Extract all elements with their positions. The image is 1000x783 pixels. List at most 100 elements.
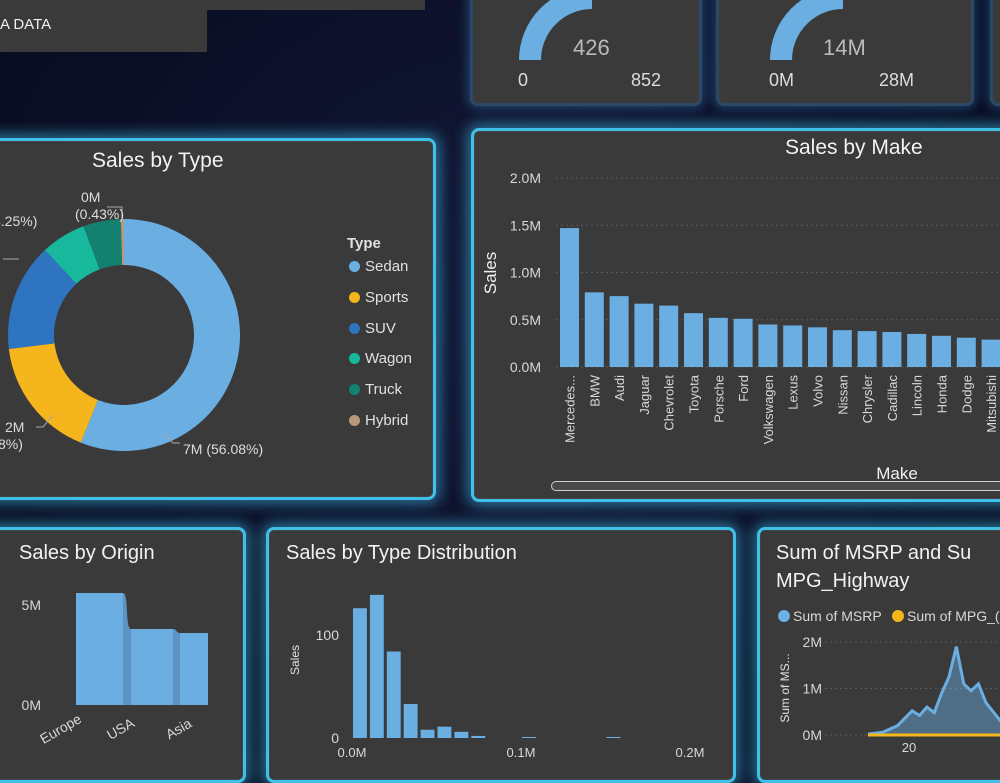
- msrp-legend-dot: [778, 610, 790, 622]
- make-xtick-label: Jaguar: [637, 374, 652, 414]
- hybrid-value-label: 0M: [81, 189, 100, 205]
- gauge-card-3[interactable]: [990, 0, 1000, 106]
- make-bar[interactable]: [808, 327, 827, 367]
- hist-bar[interactable]: [437, 726, 452, 738]
- origin-column[interactable]: [180, 633, 208, 705]
- legend-item-suv[interactable]: SUV: [349, 320, 396, 337]
- gauge-card-1[interactable]: 426 0 852: [470, 0, 702, 106]
- sales-by-type-title: Sales by Type: [92, 149, 224, 172]
- make-bar[interactable]: [932, 335, 951, 367]
- msrp-xtick-label: 20: [902, 740, 916, 755]
- origin-xtick-label: Asia: [163, 715, 195, 743]
- hist-ytick-label: 0: [331, 730, 339, 746]
- legend-item-truck[interactable]: Truck: [349, 381, 402, 398]
- hist-bar[interactable]: [606, 736, 621, 738]
- msrp-mpg-card[interactable]: Sum of MSRP and Su MPG_Highway Sum of MS…: [757, 527, 1000, 783]
- msrp-line[interactable]: [867, 646, 1000, 736]
- make-bar[interactable]: [882, 332, 902, 367]
- make-xtick-label: Nissan: [835, 375, 850, 415]
- sedan-leader-line: [162, 432, 180, 444]
- make-bar[interactable]: [857, 331, 877, 367]
- type-distribution-title: Sales by Type Distribution: [286, 542, 517, 564]
- make-xtick-label: Volkswagen: [761, 375, 776, 444]
- gauge-2: [770, 0, 844, 61]
- make-ylabel: Sales: [481, 252, 500, 295]
- make-xtick-label: BMW: [587, 374, 602, 407]
- hist-bar[interactable]: [471, 735, 486, 738]
- gauge-1-max: 852: [631, 70, 662, 90]
- sales-by-make-card[interactable]: Sales by Make 0.0M 0.5M 1.0M 1.5M 2.0M Sales M…: [471, 128, 1000, 502]
- msrp-ylabel: Sum of MS...: [778, 653, 792, 722]
- donut-slice-truck[interactable]: [83, 219, 123, 270]
- gauge-1-arc: [519, 0, 593, 61]
- make-bar[interactable]: [907, 333, 927, 367]
- origin-column[interactable]: [76, 593, 123, 705]
- origin-xtick-label: USA: [104, 714, 138, 743]
- legend-dot-hybrid: [349, 415, 360, 426]
- make-bar[interactable]: [634, 303, 654, 367]
- hist-bar[interactable]: [353, 608, 367, 738]
- legend-label-truck: Truck: [365, 381, 402, 399]
- make-xtick-label: Chevrolet: [662, 375, 677, 431]
- hist-bar[interactable]: [522, 736, 536, 738]
- make-xtick-label: Mitsubishi: [984, 375, 999, 433]
- legend-dot-truck: [349, 384, 360, 396]
- hybrid-leader-line: [107, 206, 123, 219]
- make-bar[interactable]: [708, 317, 728, 367]
- msrp-ytick-label: 0M: [803, 727, 822, 743]
- hist-bar[interactable]: [369, 594, 384, 738]
- legend-item-wagon[interactable]: Wagon: [349, 350, 412, 367]
- make-bar[interactable]: [832, 330, 852, 367]
- make-bar[interactable]: [783, 325, 803, 367]
- hist-bar[interactable]: [420, 729, 435, 738]
- donut-chart: 7M (56.08%) 2M8%) 3.25%) 0M(0.43%): [0, 189, 263, 457]
- sales-by-origin-card[interactable]: Sales by Origin 0M 5M Europe USA Asia: [0, 527, 246, 783]
- make-bar[interactable]: [659, 305, 679, 367]
- sales-by-make-title: Sales by Make: [785, 136, 923, 159]
- sales-by-origin-title: Sales by Origin: [19, 542, 155, 564]
- donut-slice-suv[interactable]: [8, 250, 77, 349]
- msrp-area[interactable]: [868, 646, 1000, 735]
- type-distribution-card[interactable]: Sales by Type Distribution 0 100 Sales 0.0M…: [266, 527, 736, 783]
- hist-bar[interactable]: [454, 731, 469, 738]
- make-bar[interactable]: [684, 313, 703, 367]
- origin-column[interactable]: [131, 629, 173, 705]
- msrp-ytick-label: 1M: [803, 681, 822, 697]
- make-ytick-label: 2.0M: [510, 170, 541, 186]
- donut-slice-sedan[interactable]: [80, 219, 241, 452]
- legend-label-wagon: Wagon: [365, 350, 412, 368]
- make-bar[interactable]: [560, 228, 579, 367]
- donut-slice-sports[interactable]: [8, 343, 98, 443]
- gauge-2-value: 14M: [823, 35, 866, 60]
- sales-by-type-card[interactable]: Sales by Type 7M (56.08%) 2M8%) 3.25%) 0M(0…: [0, 138, 436, 500]
- hist-xtick-label: 0.1M: [507, 745, 536, 760]
- make-xtick-label: Chrysler: [860, 374, 875, 423]
- make-ytick-label: 0.0M: [510, 359, 541, 375]
- gauge-card-2[interactable]: 14M 0M 28M: [716, 0, 974, 106]
- donut-slice-hybrid[interactable]: [120, 219, 124, 266]
- msrp-mpg-title: Sum of MSRP and Su: [776, 542, 972, 564]
- hist-bar[interactable]: [386, 651, 401, 738]
- make-bar[interactable]: [956, 337, 976, 367]
- origin-ytick-label: 0M: [22, 697, 41, 713]
- legend-item-hybrid[interactable]: Hybrid: [349, 412, 408, 429]
- sports-leader-line: [36, 414, 54, 428]
- make-bar[interactable]: [758, 324, 778, 367]
- make-xtick-label: Volvo: [811, 375, 826, 407]
- legend-item-sedan[interactable]: Sedan: [349, 258, 408, 275]
- legend-item-sports[interactable]: Sports: [349, 289, 408, 306]
- legend-dot-sedan: [349, 261, 360, 272]
- make-bar[interactable]: [584, 292, 604, 367]
- donut-slice-wagon[interactable]: [45, 226, 100, 284]
- sports-pct-label: 8%): [0, 436, 23, 452]
- hist-bar[interactable]: [403, 704, 418, 738]
- make-bar[interactable]: [609, 296, 629, 367]
- make-bar[interactable]: [981, 339, 1000, 367]
- origin-ytick-label: 5M: [22, 597, 41, 613]
- legend-label-sports: Sports: [365, 288, 409, 306]
- make-bar[interactable]: [733, 318, 753, 367]
- gauge-1-value: 426: [573, 35, 610, 60]
- make-ytick-label: 0.5M: [510, 312, 541, 328]
- horizontal-scrollbar[interactable]: [551, 481, 1000, 491]
- sports-data-label: 2M: [5, 419, 24, 435]
